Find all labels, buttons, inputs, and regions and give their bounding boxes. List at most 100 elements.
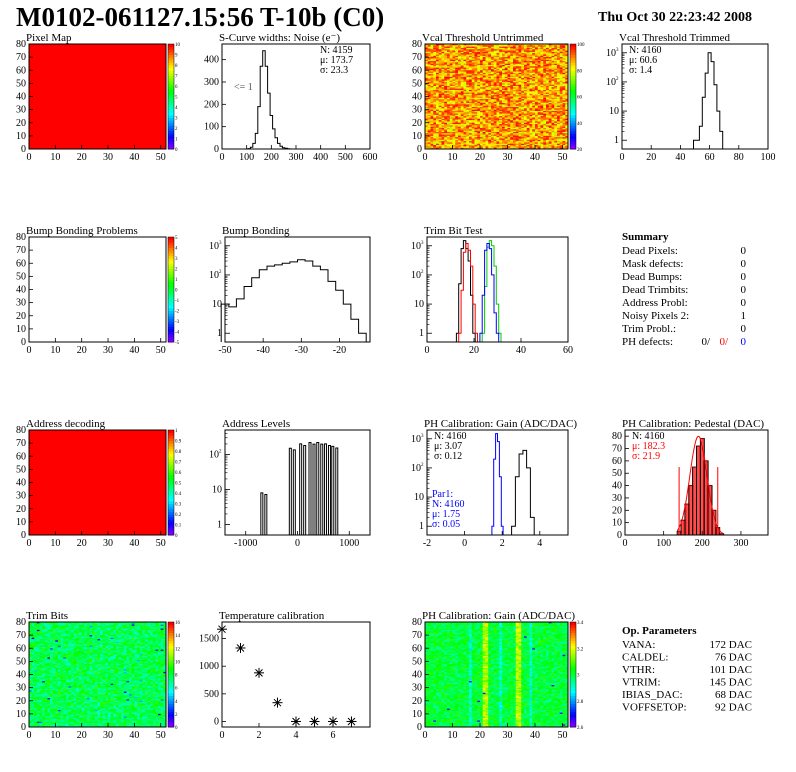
x-tick-label: 10 bbox=[50, 152, 60, 163]
y-tick-label: 70 bbox=[16, 245, 26, 256]
palette-tick-label: 4 bbox=[175, 247, 178, 252]
axis-frame bbox=[225, 430, 370, 535]
y-tick-label: 50 bbox=[612, 468, 622, 479]
y-tick-label: 30 bbox=[412, 105, 422, 116]
palette-tick-label: 0.4 bbox=[175, 492, 182, 497]
y-tick-label: 60 bbox=[412, 65, 422, 76]
palette-tick-label: -4 bbox=[175, 331, 180, 336]
y-tick-label: 100 bbox=[204, 122, 219, 133]
y-tick-label: 1 bbox=[419, 521, 424, 532]
axis-frame bbox=[427, 237, 568, 342]
peak-line bbox=[317, 442, 323, 535]
histogram-line bbox=[694, 53, 723, 149]
x-tick-label: 50 bbox=[156, 345, 166, 356]
x-tick-label: 200 bbox=[264, 152, 279, 163]
x-tick-label: 60 bbox=[705, 152, 715, 163]
y-tick-label: 70 bbox=[16, 438, 26, 449]
y-tick-label: 20 bbox=[16, 118, 26, 129]
chart-scurve-noise: S-Curve widths: Noise (e⁻)0 100 200 300 400 5… bbox=[204, 32, 378, 163]
y-tick-label: 50 bbox=[16, 78, 26, 89]
x-tick-label: 50 bbox=[156, 152, 166, 163]
palette-tick-label: 80 bbox=[577, 69, 583, 74]
axis-frame bbox=[225, 237, 370, 342]
y-tick-label: 60 bbox=[16, 258, 26, 269]
x-tick-label: 30 bbox=[103, 538, 113, 549]
histogram-line bbox=[248, 51, 292, 149]
y-tick-exponent: 2 bbox=[421, 270, 424, 275]
palette-tick-label: 6 bbox=[175, 85, 178, 90]
chart-address-levels: Address Levels-1000 0 100011010 2 bbox=[209, 418, 370, 549]
chart-title: Vcal Threshold Trimmed bbox=[619, 32, 731, 44]
palette-band bbox=[168, 430, 174, 433]
y-tick-label: 80 bbox=[612, 431, 622, 442]
x-tick-label: 20 bbox=[77, 152, 87, 163]
y-tick-label: 20 bbox=[412, 118, 422, 129]
y-tick-label: 50 bbox=[412, 78, 422, 89]
x-tick-label: 10 bbox=[50, 538, 60, 549]
chart-ph-pedestal: PH Calibration: Pedestal (DAC)0 100 200 300… bbox=[612, 418, 768, 549]
x-tick-label: 30 bbox=[103, 345, 113, 356]
palette-tick-label: 3 bbox=[175, 117, 178, 122]
address-peak bbox=[261, 493, 267, 535]
chart-title: Vcal Threshold Untrimmed bbox=[422, 32, 544, 44]
x-tick-label: 200 bbox=[695, 538, 710, 549]
chart-title: S-Curve widths: Noise (e⁻) bbox=[219, 32, 340, 44]
x-tick-label: 20 bbox=[646, 152, 656, 163]
address-peak bbox=[309, 442, 315, 535]
y-tick-label: 70 bbox=[412, 52, 422, 63]
y-tick-exponent: 3 bbox=[219, 241, 222, 246]
palette-tick-label: 0.5 bbox=[175, 482, 182, 487]
heatmap-cells bbox=[29, 622, 166, 727]
y-tick-label: 10 bbox=[411, 270, 421, 281]
palette-tick-label: 60 bbox=[577, 96, 583, 101]
y-tick-exponent: 2 bbox=[421, 463, 424, 468]
y-tick-label: 10 bbox=[412, 131, 422, 142]
x-tick-label: 0 bbox=[423, 152, 428, 163]
palette-tick-label: 40 bbox=[577, 122, 583, 127]
palette-tick-label: 20 bbox=[577, 148, 583, 153]
y-tick-label: 0 bbox=[21, 144, 26, 155]
y-tick-label: 0 bbox=[21, 337, 26, 348]
y-tick-label: 10 bbox=[609, 106, 619, 117]
stat-line: σ: 23.3 bbox=[320, 65, 348, 76]
chart-title: Bump Bonding Problems bbox=[26, 225, 138, 237]
annotation-text: <= 1 bbox=[234, 82, 253, 93]
stat-line: σ: 1.4 bbox=[629, 65, 652, 76]
y-tick-label: 10 bbox=[612, 518, 622, 529]
y-tick-label: 10 bbox=[16, 324, 26, 335]
y-tick-label: 10 bbox=[16, 131, 26, 142]
y-tick-label: 20 bbox=[16, 504, 26, 515]
y-tick-label: 80 bbox=[16, 232, 26, 243]
x-tick-label: 300 bbox=[733, 538, 748, 549]
palette-tick-label: 1 bbox=[175, 278, 178, 283]
x-tick-label: 0 bbox=[27, 152, 32, 163]
palette-tick-label: -2 bbox=[175, 310, 180, 315]
y-tick-label: 1 bbox=[217, 519, 222, 530]
x-tick-label: 2 bbox=[500, 538, 505, 549]
x-tick-label: 20 bbox=[77, 538, 87, 549]
x-tick-label: -2 bbox=[423, 538, 431, 549]
chart-title: Pixel Map bbox=[26, 32, 72, 44]
palette-band bbox=[168, 44, 174, 47]
y-tick-exponent: 2 bbox=[219, 449, 222, 454]
x-tick-label: 100 bbox=[239, 152, 254, 163]
palette-tick-label: 0 bbox=[175, 289, 178, 294]
y-tick-label: 10 bbox=[411, 463, 421, 474]
y-tick-label: 0 bbox=[417, 144, 422, 155]
y-tick-label: 10 bbox=[606, 77, 616, 88]
palette-tick-label: 7 bbox=[175, 75, 178, 80]
x-tick-label: 0 bbox=[620, 152, 625, 163]
y-tick-label: 30 bbox=[16, 298, 26, 309]
histogram-line bbox=[221, 260, 366, 342]
y-tick-exponent: 3 bbox=[616, 48, 619, 53]
palette-tick-label: 2 bbox=[175, 127, 178, 132]
y-tick-label: 0 bbox=[617, 530, 622, 541]
x-tick-label: 20 bbox=[469, 345, 479, 356]
y-tick-label: 40 bbox=[16, 92, 26, 103]
chart-title: PH Calibration: Pedestal (DAC) bbox=[622, 418, 764, 430]
y-tick-label: 0 bbox=[21, 530, 26, 541]
chart-title: Address Levels bbox=[222, 418, 290, 430]
y-tick-label: 20 bbox=[612, 505, 622, 516]
palette-tick-label: 0.1 bbox=[175, 524, 182, 529]
x-tick-label: 30 bbox=[103, 152, 113, 163]
